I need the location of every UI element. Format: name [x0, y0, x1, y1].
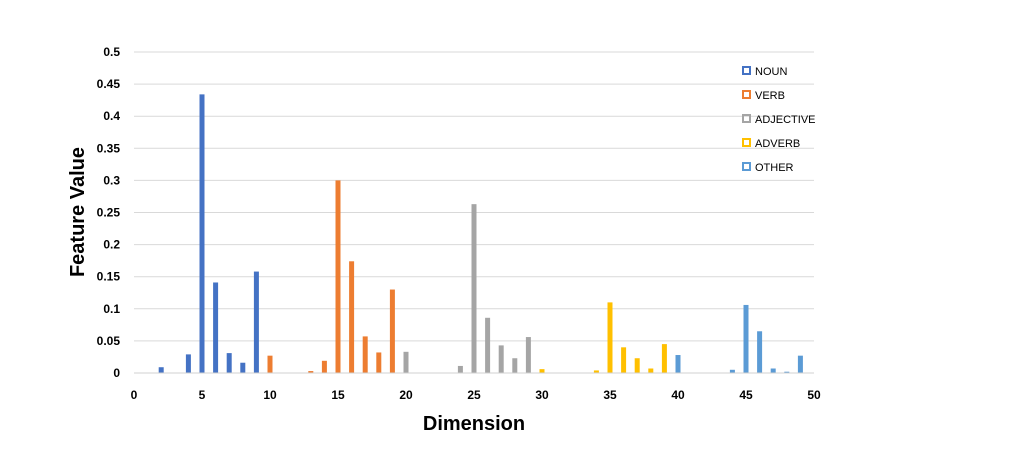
bar-verb	[308, 371, 314, 373]
legend-swatch	[742, 162, 751, 171]
bar-adjective	[471, 204, 477, 373]
y-axis-title: Feature Value	[67, 147, 89, 277]
y-tick-label: 0.4	[103, 109, 120, 123]
bar-verb	[349, 261, 355, 373]
bar-noun	[213, 282, 219, 373]
x-tick-label: 40	[671, 388, 685, 402]
bar-adjective	[512, 358, 518, 373]
bar-other	[757, 331, 763, 373]
legend-label: NOUN	[755, 66, 787, 78]
bar-verb	[376, 352, 382, 373]
bar-noun	[253, 271, 259, 373]
x-axis-title: Dimension	[423, 413, 525, 435]
legend-label: OTHER	[755, 162, 794, 174]
y-tick-label: 0.05	[97, 334, 121, 348]
bar-adjective	[403, 351, 409, 373]
bar-adverb	[607, 302, 613, 373]
y-tick-label: 0	[113, 366, 120, 380]
legend-swatch	[742, 66, 751, 75]
bar-verb	[267, 355, 273, 373]
y-tick-label: 0.15	[97, 270, 121, 284]
bar-adjective	[485, 317, 491, 373]
y-tick-label: 0.5	[103, 45, 120, 59]
x-tick-label: 35	[603, 388, 617, 402]
x-tick-label: 30	[535, 388, 549, 402]
bar-other	[797, 355, 803, 373]
x-tick-label: 25	[467, 388, 481, 402]
legend-label: ADVERB	[755, 138, 800, 150]
bar-adjective	[498, 345, 504, 373]
bar-noun	[240, 362, 246, 373]
legend: NOUN VERB ADJECTIVE ADVERB OTHER	[742, 66, 816, 174]
bar-noun	[158, 367, 164, 373]
x-tick-label: 5	[199, 388, 206, 402]
y-tick-label: 0.45	[97, 77, 121, 91]
bars	[158, 94, 803, 373]
y-tick-label: 0.3	[103, 173, 120, 187]
y-axis-ticks: 0 0.05 0.1 0.15 0.2 0.25 0.3 0.35 0.4 0.45 0.5	[97, 45, 121, 380]
legend-label: VERB	[755, 90, 785, 102]
y-tick-label: 0.2	[103, 238, 120, 252]
legend-swatch	[742, 114, 751, 123]
bar-adverb	[539, 369, 545, 373]
y-tick-label: 0.35	[97, 141, 121, 155]
y-tick-label: 0.25	[97, 206, 121, 220]
y-tick-label: 0.1	[103, 302, 120, 316]
bar-verb	[389, 289, 395, 373]
bar-adverb	[634, 358, 640, 373]
bar-other	[743, 304, 749, 373]
bar-other	[784, 371, 790, 373]
x-tick-label: 15	[331, 388, 345, 402]
bar-other	[729, 369, 735, 373]
x-axis-ticks: 0 5 10 15 20 25 30 35 40 45 50	[131, 388, 821, 402]
bar-adjective	[525, 337, 531, 373]
bar-verb	[335, 180, 341, 373]
bar-noun	[226, 353, 232, 373]
x-tick-label: 45	[739, 388, 753, 402]
legend-swatch	[742, 90, 751, 99]
legend-label: ADJECTIVE	[755, 114, 816, 126]
bar-other	[770, 368, 776, 373]
bar-adverb	[648, 368, 654, 373]
bar-noun	[185, 354, 191, 373]
bar-adverb	[661, 344, 667, 373]
bar-other	[675, 355, 681, 373]
x-tick-label: 50	[807, 388, 821, 402]
bar-verb	[362, 336, 368, 373]
x-tick-label: 20	[399, 388, 413, 402]
bar-adjective	[457, 365, 463, 373]
bar-adverb	[593, 370, 599, 373]
legend-swatch	[742, 138, 751, 147]
bar-verb	[321, 360, 327, 373]
x-tick-label: 0	[131, 388, 138, 402]
bar-adverb	[621, 347, 627, 373]
x-tick-label: 10	[263, 388, 277, 402]
bar-noun	[199, 94, 205, 373]
